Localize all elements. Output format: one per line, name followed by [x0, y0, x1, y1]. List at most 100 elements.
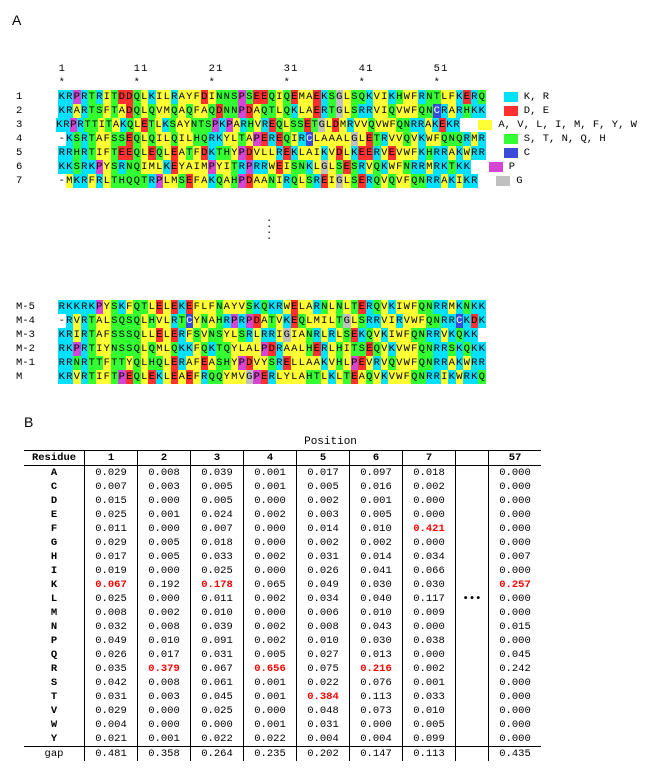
residue-cell: C — [433, 104, 441, 118]
residue-cell: K — [381, 160, 389, 174]
residue-cell: T — [88, 146, 96, 160]
residue-cell: H — [118, 174, 126, 188]
residue-cell: E — [126, 132, 134, 146]
residue-cell: M — [231, 370, 239, 384]
residue-cell: Q — [373, 342, 381, 356]
residue-cell: Q — [283, 132, 291, 146]
residue-cell: R — [77, 118, 84, 132]
table-cell: 0.007 — [85, 480, 138, 494]
residue-cell: R — [410, 118, 417, 132]
table-cell: 0.073 — [350, 704, 403, 718]
residue-cell: A — [96, 132, 104, 146]
sequence-label: M-2 — [16, 342, 58, 356]
residue-cell: L — [298, 342, 306, 356]
table-cell: 0.010 — [191, 606, 244, 620]
table-cell: 0.017 — [297, 466, 350, 481]
table-cell: 0.003 — [138, 690, 191, 704]
residue-cell: G — [321, 160, 329, 174]
residue-cell: V — [403, 314, 411, 328]
residue-cell: Q — [148, 104, 156, 118]
residue-cell: P — [253, 132, 261, 146]
table-row-head: A — [24, 466, 85, 481]
table-cell: 0.257 — [489, 578, 542, 592]
residue-cell: F — [411, 90, 419, 104]
residue-cell: S — [246, 90, 254, 104]
sequence-row: M-5RKKRKPYSKFQTLELEKEFLFNAYVSKQKRWELARNL… — [16, 300, 637, 314]
sequence-label: 1 — [16, 90, 58, 104]
residue-cell: Q — [216, 370, 224, 384]
residue-cell: R — [463, 132, 471, 146]
residue-cell: R — [178, 328, 186, 342]
residue-cell: A — [253, 174, 261, 188]
residue-cell: V — [366, 356, 374, 370]
residue-cell: I — [276, 90, 284, 104]
residue-cell: F — [448, 90, 456, 104]
residue-cell: R — [58, 146, 66, 160]
residue-cell: Y — [261, 356, 269, 370]
residue-cell: A — [336, 132, 344, 146]
residue-cell: F — [411, 300, 419, 314]
residue-cell: R — [81, 356, 89, 370]
residue-cell: Q — [403, 132, 411, 146]
table-cell: 0.067 — [191, 662, 244, 676]
residue-cell: I — [396, 300, 404, 314]
residue-cell: I — [388, 314, 396, 328]
residue-cell: N — [403, 160, 411, 174]
residue-cell: Q — [133, 370, 141, 384]
residue-cell: L — [103, 174, 111, 188]
table-cell: 0.000 — [489, 466, 542, 481]
table-ellipsis-cell — [456, 747, 489, 762]
residue-cell: K — [456, 146, 464, 160]
residue-cell: R — [81, 342, 89, 356]
residue-cell: K — [471, 104, 479, 118]
residue-cell: S — [96, 104, 104, 118]
residue-cell: Q — [133, 314, 141, 328]
residue-cell: F — [103, 356, 111, 370]
residue-cell: N — [216, 90, 224, 104]
residue-cell: T — [268, 314, 276, 328]
residue-cell: S — [306, 174, 314, 188]
table-ellipsis-cell — [456, 690, 489, 704]
residue-cell: S — [73, 132, 81, 146]
table-cell: 0.042 — [85, 676, 138, 690]
table-ellipsis-cell — [456, 620, 489, 634]
residue-cell: Q — [373, 174, 381, 188]
residue-cell: K — [186, 342, 194, 356]
table-cell: 0.358 — [138, 747, 191, 762]
residue-cell: E — [366, 342, 374, 356]
table-cell: 0.004 — [297, 732, 350, 747]
residue-cell: S — [231, 90, 239, 104]
sequence-label: M-3 — [16, 328, 58, 342]
table-cell: 0.002 — [138, 606, 191, 620]
residue-cell: V — [156, 314, 164, 328]
residue-cell: V — [328, 356, 336, 370]
residue-cell: E — [358, 174, 366, 188]
residue-cell: C — [306, 132, 314, 146]
residue-cell: V — [396, 174, 404, 188]
residue-cell: Q — [133, 328, 141, 342]
residue-cell: M — [471, 132, 479, 146]
residue-cell: W — [268, 160, 276, 174]
residue-cell: T — [311, 118, 318, 132]
residue-cell: W — [388, 160, 396, 174]
table-ellipsis-head — [456, 451, 489, 466]
residue-cell: F — [88, 174, 96, 188]
residue-cell: Q — [358, 90, 366, 104]
residue-cell: R — [426, 370, 434, 384]
table-row-head: D — [24, 494, 85, 508]
residue-cell: L — [328, 160, 336, 174]
table-cell: 0.041 — [350, 564, 403, 578]
residue-cell: R — [471, 356, 479, 370]
residue-cell: R — [441, 342, 449, 356]
table-cell: 0.099 — [403, 732, 456, 747]
table-ellipsis-cell — [456, 466, 489, 481]
residue-cell: L — [231, 132, 239, 146]
residue-cell: C — [186, 314, 194, 328]
residue-cell: L — [291, 370, 299, 384]
sequence-label: 4 — [16, 132, 58, 146]
table-cell: 0.039 — [191, 466, 244, 481]
residue-cell: R — [298, 132, 306, 146]
residue-cell: M — [201, 160, 209, 174]
residue-cell: D — [246, 174, 254, 188]
residue-cell: Q — [411, 370, 419, 384]
